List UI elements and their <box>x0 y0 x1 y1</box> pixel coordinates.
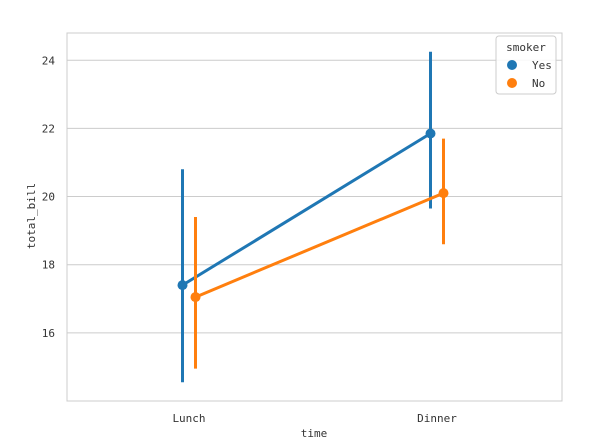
x-tick-label: Dinner <box>417 412 457 425</box>
legend-label: No <box>532 77 545 90</box>
data-point <box>190 292 201 303</box>
legend-title: smoker <box>506 41 546 54</box>
y-tick-label: 18 <box>42 259 55 272</box>
y-tick-label: 16 <box>42 327 55 340</box>
legend-items: Yes No <box>507 59 552 90</box>
data-point <box>425 128 436 139</box>
x-tick-label: Lunch <box>172 412 205 425</box>
plot-frame <box>66 32 563 402</box>
series-layer <box>177 51 449 383</box>
y-tick-label: 22 <box>42 122 55 135</box>
grid-lines <box>67 59 562 334</box>
y-tick-label: 24 <box>42 54 56 67</box>
y-tick-label: 20 <box>42 191 55 204</box>
series-line-no <box>194 191 445 299</box>
y-axis-label: total_bill <box>25 183 38 249</box>
data-point <box>177 280 188 291</box>
legend-marker <box>507 78 517 88</box>
tick-labels: 16 18 20 22 24 Lunch Dinner <box>42 54 457 425</box>
data-point <box>438 188 449 199</box>
x-axis-label: time <box>301 427 328 440</box>
series-line-yes <box>181 132 432 287</box>
legend: smoker Yes No <box>495 35 557 95</box>
legend-label: Yes <box>532 59 552 72</box>
legend-marker <box>507 60 517 70</box>
